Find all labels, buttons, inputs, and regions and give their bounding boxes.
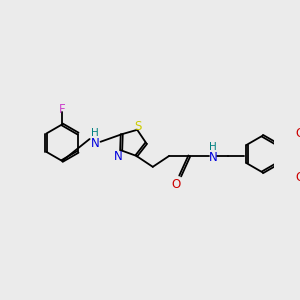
Text: O: O [296,127,300,140]
Text: H: H [91,128,99,138]
Text: O: O [296,171,300,184]
Text: N: N [91,137,99,150]
Text: N: N [209,151,218,164]
Text: N: N [114,150,123,163]
Text: H: H [209,142,217,152]
Text: F: F [59,103,65,116]
Text: O: O [171,178,180,191]
Text: S: S [134,120,142,133]
